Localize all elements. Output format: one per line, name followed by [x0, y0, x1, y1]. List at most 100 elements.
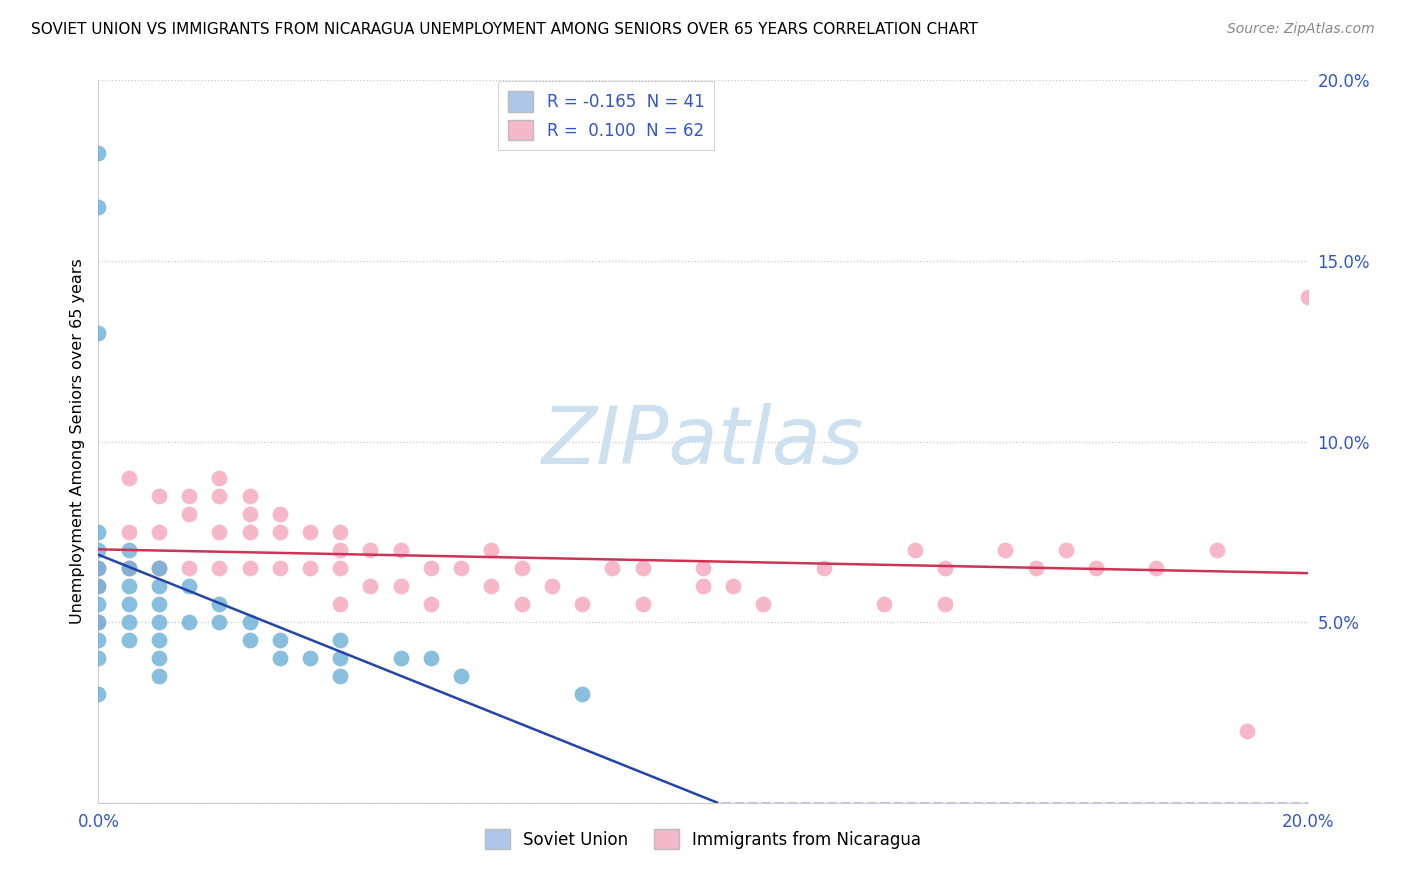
Point: [299, 524, 322, 539]
Point: [481, 579, 503, 593]
Point: [148, 489, 170, 503]
Point: [571, 597, 593, 611]
Point: [360, 542, 382, 557]
Point: [118, 561, 141, 575]
Point: [87, 145, 110, 160]
Point: [329, 542, 352, 557]
Text: Source: ZipAtlas.com: Source: ZipAtlas.com: [1227, 22, 1375, 37]
Point: [239, 633, 262, 648]
Point: [450, 669, 472, 683]
Point: [420, 651, 443, 665]
Point: [299, 561, 322, 575]
Point: [87, 633, 110, 648]
Point: [904, 542, 927, 557]
Point: [148, 579, 170, 593]
Point: [1236, 723, 1258, 738]
Point: [87, 687, 110, 701]
Point: [239, 507, 262, 521]
Point: [420, 597, 443, 611]
Legend: Soviet Union, Immigrants from Nicaragua: Soviet Union, Immigrants from Nicaragua: [475, 819, 931, 860]
Point: [179, 579, 201, 593]
Point: [994, 542, 1017, 557]
Point: [87, 579, 110, 593]
Point: [450, 561, 472, 575]
Point: [87, 561, 110, 575]
Point: [329, 561, 352, 575]
Point: [329, 633, 352, 648]
Point: [299, 651, 322, 665]
Point: [118, 615, 141, 630]
Point: [329, 597, 352, 611]
Point: [208, 597, 231, 611]
Point: [329, 524, 352, 539]
Text: SOVIET UNION VS IMMIGRANTS FROM NICARAGUA UNEMPLOYMENT AMONG SENIORS OVER 65 YEA: SOVIET UNION VS IMMIGRANTS FROM NICARAGU…: [31, 22, 977, 37]
Point: [179, 561, 201, 575]
Point: [87, 615, 110, 630]
Point: [87, 651, 110, 665]
Point: [87, 579, 110, 593]
Point: [87, 542, 110, 557]
Point: [208, 471, 231, 485]
Point: [87, 561, 110, 575]
Point: [118, 597, 141, 611]
Point: [148, 633, 170, 648]
Point: [208, 561, 231, 575]
Point: [389, 651, 412, 665]
Point: [179, 615, 201, 630]
Point: [118, 471, 141, 485]
Point: [540, 579, 562, 593]
Point: [631, 561, 654, 575]
Point: [208, 489, 231, 503]
Point: [389, 542, 412, 557]
Point: [269, 633, 291, 648]
Point: [692, 561, 714, 575]
Y-axis label: Unemployment Among Seniors over 65 years: Unemployment Among Seniors over 65 years: [69, 259, 84, 624]
Point: [1054, 542, 1077, 557]
Point: [118, 579, 141, 593]
Point: [148, 669, 170, 683]
Point: [752, 597, 775, 611]
Point: [389, 579, 412, 593]
Point: [239, 489, 262, 503]
Point: [934, 561, 956, 575]
Point: [481, 542, 503, 557]
Point: [269, 507, 291, 521]
Point: [148, 651, 170, 665]
Point: [148, 597, 170, 611]
Point: [87, 524, 110, 539]
Point: [723, 579, 745, 593]
Point: [148, 524, 170, 539]
Point: [87, 615, 110, 630]
Point: [118, 633, 141, 648]
Point: [1024, 561, 1046, 575]
Point: [239, 524, 262, 539]
Point: [269, 524, 291, 539]
Point: [873, 597, 896, 611]
Point: [269, 561, 291, 575]
Point: [329, 669, 352, 683]
Point: [510, 561, 533, 575]
Point: [510, 597, 533, 611]
Point: [148, 615, 170, 630]
Point: [631, 597, 654, 611]
Point: [602, 561, 624, 575]
Point: [208, 615, 231, 630]
Point: [1206, 542, 1229, 557]
Point: [118, 542, 141, 557]
Point: [179, 507, 201, 521]
Point: [934, 597, 956, 611]
Point: [118, 524, 141, 539]
Point: [692, 579, 714, 593]
Point: [239, 561, 262, 575]
Point: [239, 615, 262, 630]
Point: [420, 561, 443, 575]
Text: ZIPatlas: ZIPatlas: [541, 402, 865, 481]
Point: [118, 561, 141, 575]
Point: [329, 651, 352, 665]
Point: [360, 579, 382, 593]
Point: [813, 561, 835, 575]
Point: [179, 489, 201, 503]
Point: [148, 561, 170, 575]
Point: [87, 597, 110, 611]
Point: [148, 561, 170, 575]
